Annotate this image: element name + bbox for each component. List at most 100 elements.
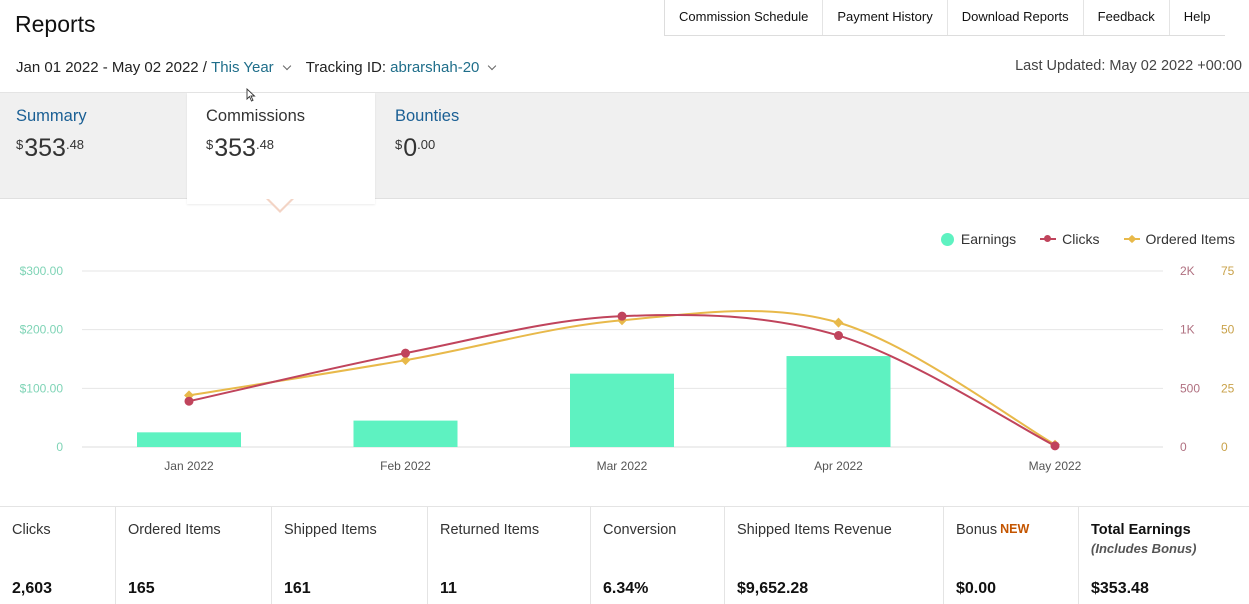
legend-label: Earnings — [960, 231, 1017, 247]
nav-help[interactable]: Help — [1183, 9, 1211, 24]
stat-label: Shipped Items Revenue — [737, 522, 892, 538]
tile-summary[interactable]: Summary $ 353 .48 — [0, 93, 187, 200]
y-tick-clicks: 500 — [1180, 381, 1200, 395]
chevron-down-icon[interactable] — [488, 61, 497, 70]
y-tick-clicks: 2K — [1180, 264, 1195, 278]
legend-label: Clicks — [1062, 231, 1100, 247]
tile-commissions[interactable]: Commissions $ 353 .48 — [187, 93, 375, 204]
stat-shipped-revenue: Shipped Items Revenue $9,652.28 — [725, 507, 944, 604]
legend-label: Ordered Items — [1145, 231, 1235, 247]
x-tick-label: May 2022 — [1029, 459, 1082, 473]
stat-value: 6.34% — [603, 580, 649, 597]
tile-amount: $ 0 .00 — [395, 135, 563, 161]
point-clicks — [184, 396, 194, 406]
legend-ordered-items[interactable]: Ordered Items — [1123, 231, 1235, 247]
stat-sublabel: (Includes Bonus) — [1091, 541, 1197, 556]
y-tick-ordered: 50 — [1221, 323, 1235, 337]
top-nav: Commission Schedule Payment History Down… — [664, 0, 1225, 36]
stat-label: Ordered Items — [128, 522, 221, 538]
nav-feedback[interactable]: Feedback — [1084, 0, 1170, 35]
stat-bonus: Bonus NEW $0.00 — [944, 507, 1079, 604]
point-clicks — [617, 311, 627, 321]
stat-clicks: Clicks 2,603 — [0, 507, 116, 604]
legend-clicks[interactable]: Clicks — [1040, 231, 1100, 247]
bar-earnings — [570, 373, 674, 447]
amount-decimal: .48 — [255, 137, 275, 152]
amount-decimal: .48 — [65, 137, 85, 152]
last-updated: Last Updated: May 02 2022 +00:00 — [1015, 58, 1242, 74]
stat-label: Returned Items — [440, 522, 540, 538]
stats-row: Clicks 2,603 Ordered Items 165 Shipped I… — [0, 506, 1249, 604]
chevron-down-icon[interactable] — [282, 61, 291, 70]
earnings-chart: 0 0 0 $100.00 500 25 $200.00 1K 50 $300.00 2K 75 Jan… — [20, 264, 1235, 473]
point-clicks — [401, 348, 410, 358]
nav-payment-history[interactable]: Payment History — [823, 0, 948, 35]
currency-symbol: $ — [395, 137, 403, 152]
point-clicks — [1050, 441, 1060, 451]
tracking-label: Tracking ID: — [305, 59, 386, 76]
y-tick-ordered: 25 — [1221, 381, 1235, 395]
legend-line-icon — [1123, 234, 1140, 244]
date-range: Jan 01 2022 - May 02 2022 / — [16, 59, 207, 76]
mouse-cursor-icon — [246, 88, 256, 102]
stat-label: Conversion — [603, 522, 677, 538]
stat-ordered-items: Ordered Items 165 — [116, 507, 272, 604]
legend-line-icon — [1040, 235, 1057, 242]
tile-bounties[interactable]: Bounties $ 0 .00 — [379, 93, 579, 200]
tile-pointer-icon — [266, 198, 294, 213]
new-badge: NEW — [1000, 522, 1030, 536]
stat-label: Total Earnings — [1091, 522, 1191, 538]
stat-label: Clicks — [12, 522, 51, 538]
y-tick-left: $200.00 — [20, 323, 64, 337]
bar-earnings — [137, 432, 241, 447]
stat-label-text: Bonus — [956, 522, 998, 538]
stat-returned-items: Returned Items 11 — [428, 507, 591, 604]
nav-commission-schedule[interactable]: Commission Schedule — [665, 0, 824, 35]
x-tick-label: Feb 2022 — [380, 459, 431, 473]
bar-earnings — [353, 420, 458, 447]
summary-band: Summary $ 353 .48 Commissions $ 353 .48 … — [0, 92, 1249, 204]
nav-download-reports[interactable]: Download Reports — [948, 0, 1084, 35]
period-dropdown[interactable]: This Year — [211, 59, 274, 76]
stat-value: 165 — [128, 580, 155, 597]
currency-symbol: $ — [16, 137, 24, 152]
amount-integer: 353 — [214, 134, 256, 162]
page-title: Reports — [15, 11, 96, 37]
chart-legend: Earnings Clicks Ordered Items — [917, 231, 1235, 247]
stat-shipped-items: Shipped Items 161 — [272, 507, 428, 604]
stat-value: $0.00 — [956, 580, 997, 597]
x-tick-label: Jan 2022 — [164, 459, 214, 473]
legend-earnings[interactable]: Earnings — [940, 231, 1017, 247]
point-clicks — [834, 331, 843, 341]
tracking-id-dropdown[interactable]: abrarshah-20 — [390, 59, 480, 76]
currency-symbol: $ — [206, 137, 214, 152]
stat-value: 11 — [440, 580, 457, 597]
stat-value: 161 — [284, 580, 311, 597]
tile-title: Commissions — [206, 107, 306, 125]
bar-earnings — [786, 356, 891, 447]
y-tick-ordered: 0 — [1221, 440, 1228, 454]
stat-value: $353.48 — [1091, 580, 1149, 597]
x-tick-label: Apr 2022 — [814, 459, 863, 473]
tile-title: Summary — [16, 107, 87, 125]
amount-integer: 0 — [403, 134, 418, 162]
stat-conversion: Conversion 6.34% — [591, 507, 725, 604]
stat-total-earnings: Total Earnings (Includes Bonus) $353.48 — [1079, 507, 1249, 604]
tile-title: Bounties — [395, 107, 460, 125]
y-tick-left: $300.00 — [20, 264, 64, 278]
legend-dot-icon — [940, 232, 954, 246]
y-tick-clicks: 1K — [1180, 323, 1195, 337]
amount-decimal: .00 — [417, 137, 436, 152]
stat-label: Bonus NEW — [956, 522, 1066, 538]
y-tick-clicks: 0 — [1180, 440, 1187, 454]
stat-label: Shipped Items — [284, 522, 377, 538]
stat-value: 2,603 — [12, 580, 53, 597]
y-tick-left: 0 — [56, 440, 63, 454]
tile-amount: $ 353 .48 — [16, 135, 171, 161]
amount-integer: 353 — [24, 134, 66, 162]
y-tick-ordered: 75 — [1221, 264, 1235, 278]
tile-amount: $ 353 .48 — [206, 135, 359, 161]
y-tick-left: $100.00 — [20, 381, 64, 395]
x-tick-label: Mar 2022 — [597, 459, 648, 473]
stat-value: $9,652.28 — [737, 580, 809, 597]
